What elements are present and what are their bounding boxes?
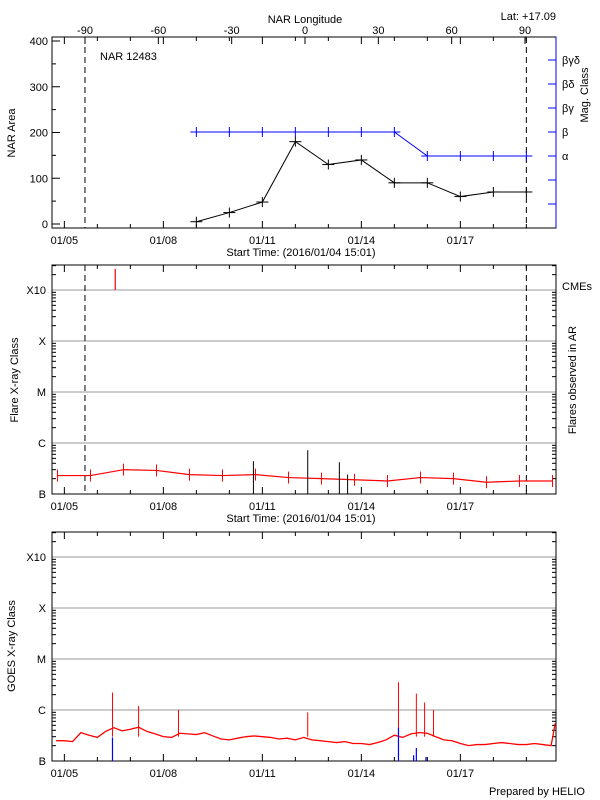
y-axis-label: GOES X-ray Class bbox=[6, 600, 18, 692]
class-label: B bbox=[39, 756, 46, 768]
mag-class-label: βγ bbox=[562, 103, 574, 115]
class-label: M bbox=[37, 654, 46, 666]
y-tick-label: 200 bbox=[30, 128, 48, 140]
x-tick-label: 01/17 bbox=[447, 768, 475, 780]
class-label: X bbox=[39, 603, 47, 615]
goes-flux-line bbox=[56, 723, 556, 747]
class-label: C bbox=[38, 705, 46, 717]
mag-class-label: βγδ bbox=[562, 55, 580, 67]
lon-tick-label: -60 bbox=[150, 25, 166, 37]
lon-tick-label: 30 bbox=[372, 25, 384, 37]
x-tick-label: 01/05 bbox=[51, 501, 79, 513]
mag-class-label: βδ bbox=[562, 79, 574, 91]
mag-class-label: β bbox=[562, 127, 568, 139]
lon-tick-label: 60 bbox=[446, 25, 458, 37]
x-tick-label: 01/17 bbox=[447, 501, 475, 513]
lon-tick-label: -30 bbox=[224, 25, 240, 37]
y-axis-label: NAR Area bbox=[6, 108, 18, 158]
top-axis-label: NAR Longitude bbox=[268, 14, 343, 26]
y-tick-label: 300 bbox=[30, 82, 48, 94]
class-label: B bbox=[39, 489, 46, 501]
x-tick-label: 01/11 bbox=[249, 501, 276, 513]
y2-axis-label: Flares observed in AR bbox=[567, 326, 579, 434]
region-title: NAR 12483 bbox=[100, 51, 157, 63]
mag-class-label: α bbox=[562, 151, 569, 163]
x-tick-label: 01/14 bbox=[348, 501, 376, 513]
x-tick-label: 01/11 bbox=[249, 235, 276, 247]
area-line bbox=[196, 140, 527, 223]
lon-tick-label: 0 bbox=[302, 25, 308, 37]
x-tick-label: 01/17 bbox=[447, 235, 475, 247]
x-axis-label: Start Time: (2016/01/04 15:01) bbox=[226, 247, 375, 259]
x-tick-label: 01/14 bbox=[348, 235, 376, 247]
class-label: X bbox=[39, 336, 47, 348]
class-label: X10 bbox=[26, 285, 46, 297]
cme-label: CMEs bbox=[562, 281, 592, 293]
x-tick-label: 01/14 bbox=[348, 768, 376, 780]
x-tick-label: 01/08 bbox=[150, 501, 178, 513]
class-label: M bbox=[37, 387, 46, 399]
y-axis-label: Flare X-ray Class bbox=[9, 337, 21, 422]
y2-axis-label: Mag. Class bbox=[579, 67, 591, 123]
flare-plot-frame bbox=[51, 264, 557, 495]
background-flux-line bbox=[57, 469, 553, 483]
lon-tick-label: -90 bbox=[77, 25, 93, 37]
class-label: X10 bbox=[26, 552, 46, 564]
credit-label: Prepared by HELIO bbox=[489, 786, 585, 798]
x-tick-label: 01/05 bbox=[51, 235, 79, 247]
x-tick-label: 01/08 bbox=[150, 235, 178, 247]
x-axis-label: Start Time: (2016/01/04 15:01) bbox=[226, 513, 375, 525]
x-tick-label: 01/08 bbox=[150, 768, 178, 780]
y-tick-label: 0 bbox=[42, 219, 48, 231]
y-tick-label: 400 bbox=[30, 36, 48, 48]
latitude-label: Lat: +17.09 bbox=[501, 11, 556, 23]
lon-tick-label: 90 bbox=[519, 25, 531, 37]
x-tick-label: 01/11 bbox=[249, 768, 276, 780]
x-tick-label: 01/05 bbox=[51, 768, 79, 780]
y-tick-label: 100 bbox=[30, 173, 48, 185]
class-label: C bbox=[38, 438, 46, 450]
goes-plot-frame bbox=[51, 531, 557, 762]
